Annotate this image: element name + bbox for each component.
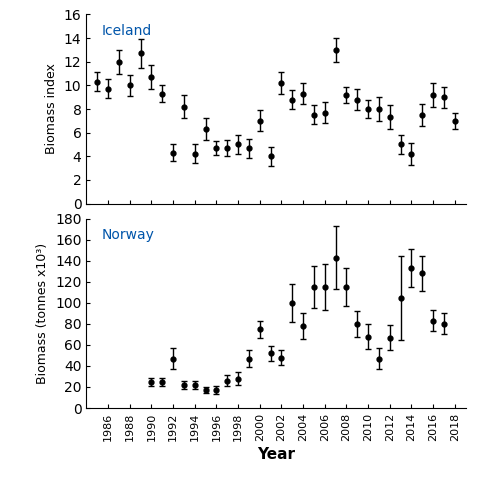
X-axis label: Year: Year	[257, 447, 295, 462]
Y-axis label: Biomass index: Biomass index	[45, 63, 58, 155]
Text: Iceland: Iceland	[102, 24, 152, 38]
Text: Norway: Norway	[102, 228, 155, 242]
Y-axis label: Biomass (tonnes x10³): Biomass (tonnes x10³)	[36, 243, 49, 384]
